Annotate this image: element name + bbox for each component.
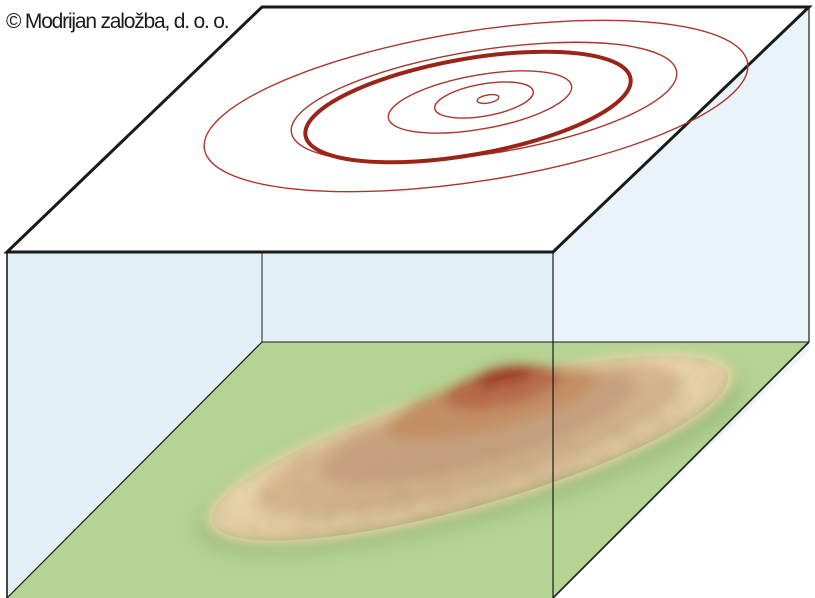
floor-right-edge bbox=[552, 341, 810, 598]
floor-left-edge bbox=[6, 341, 263, 598]
top-map-plane bbox=[3, 5, 813, 254]
contour-line-6 bbox=[476, 93, 500, 105]
copyright-notice: © Modrijan založba, d. o. o. bbox=[6, 10, 230, 33]
box-frame bbox=[6, 7, 810, 598]
contour-line-2 bbox=[290, 41, 678, 163]
contour-line-5 bbox=[433, 81, 535, 119]
contour-line-4 bbox=[387, 70, 573, 134]
contour-lines bbox=[203, 19, 749, 193]
contour-line-1 bbox=[203, 19, 749, 193]
hill-shading bbox=[211, 355, 729, 541]
contour-line-index bbox=[303, 49, 633, 165]
